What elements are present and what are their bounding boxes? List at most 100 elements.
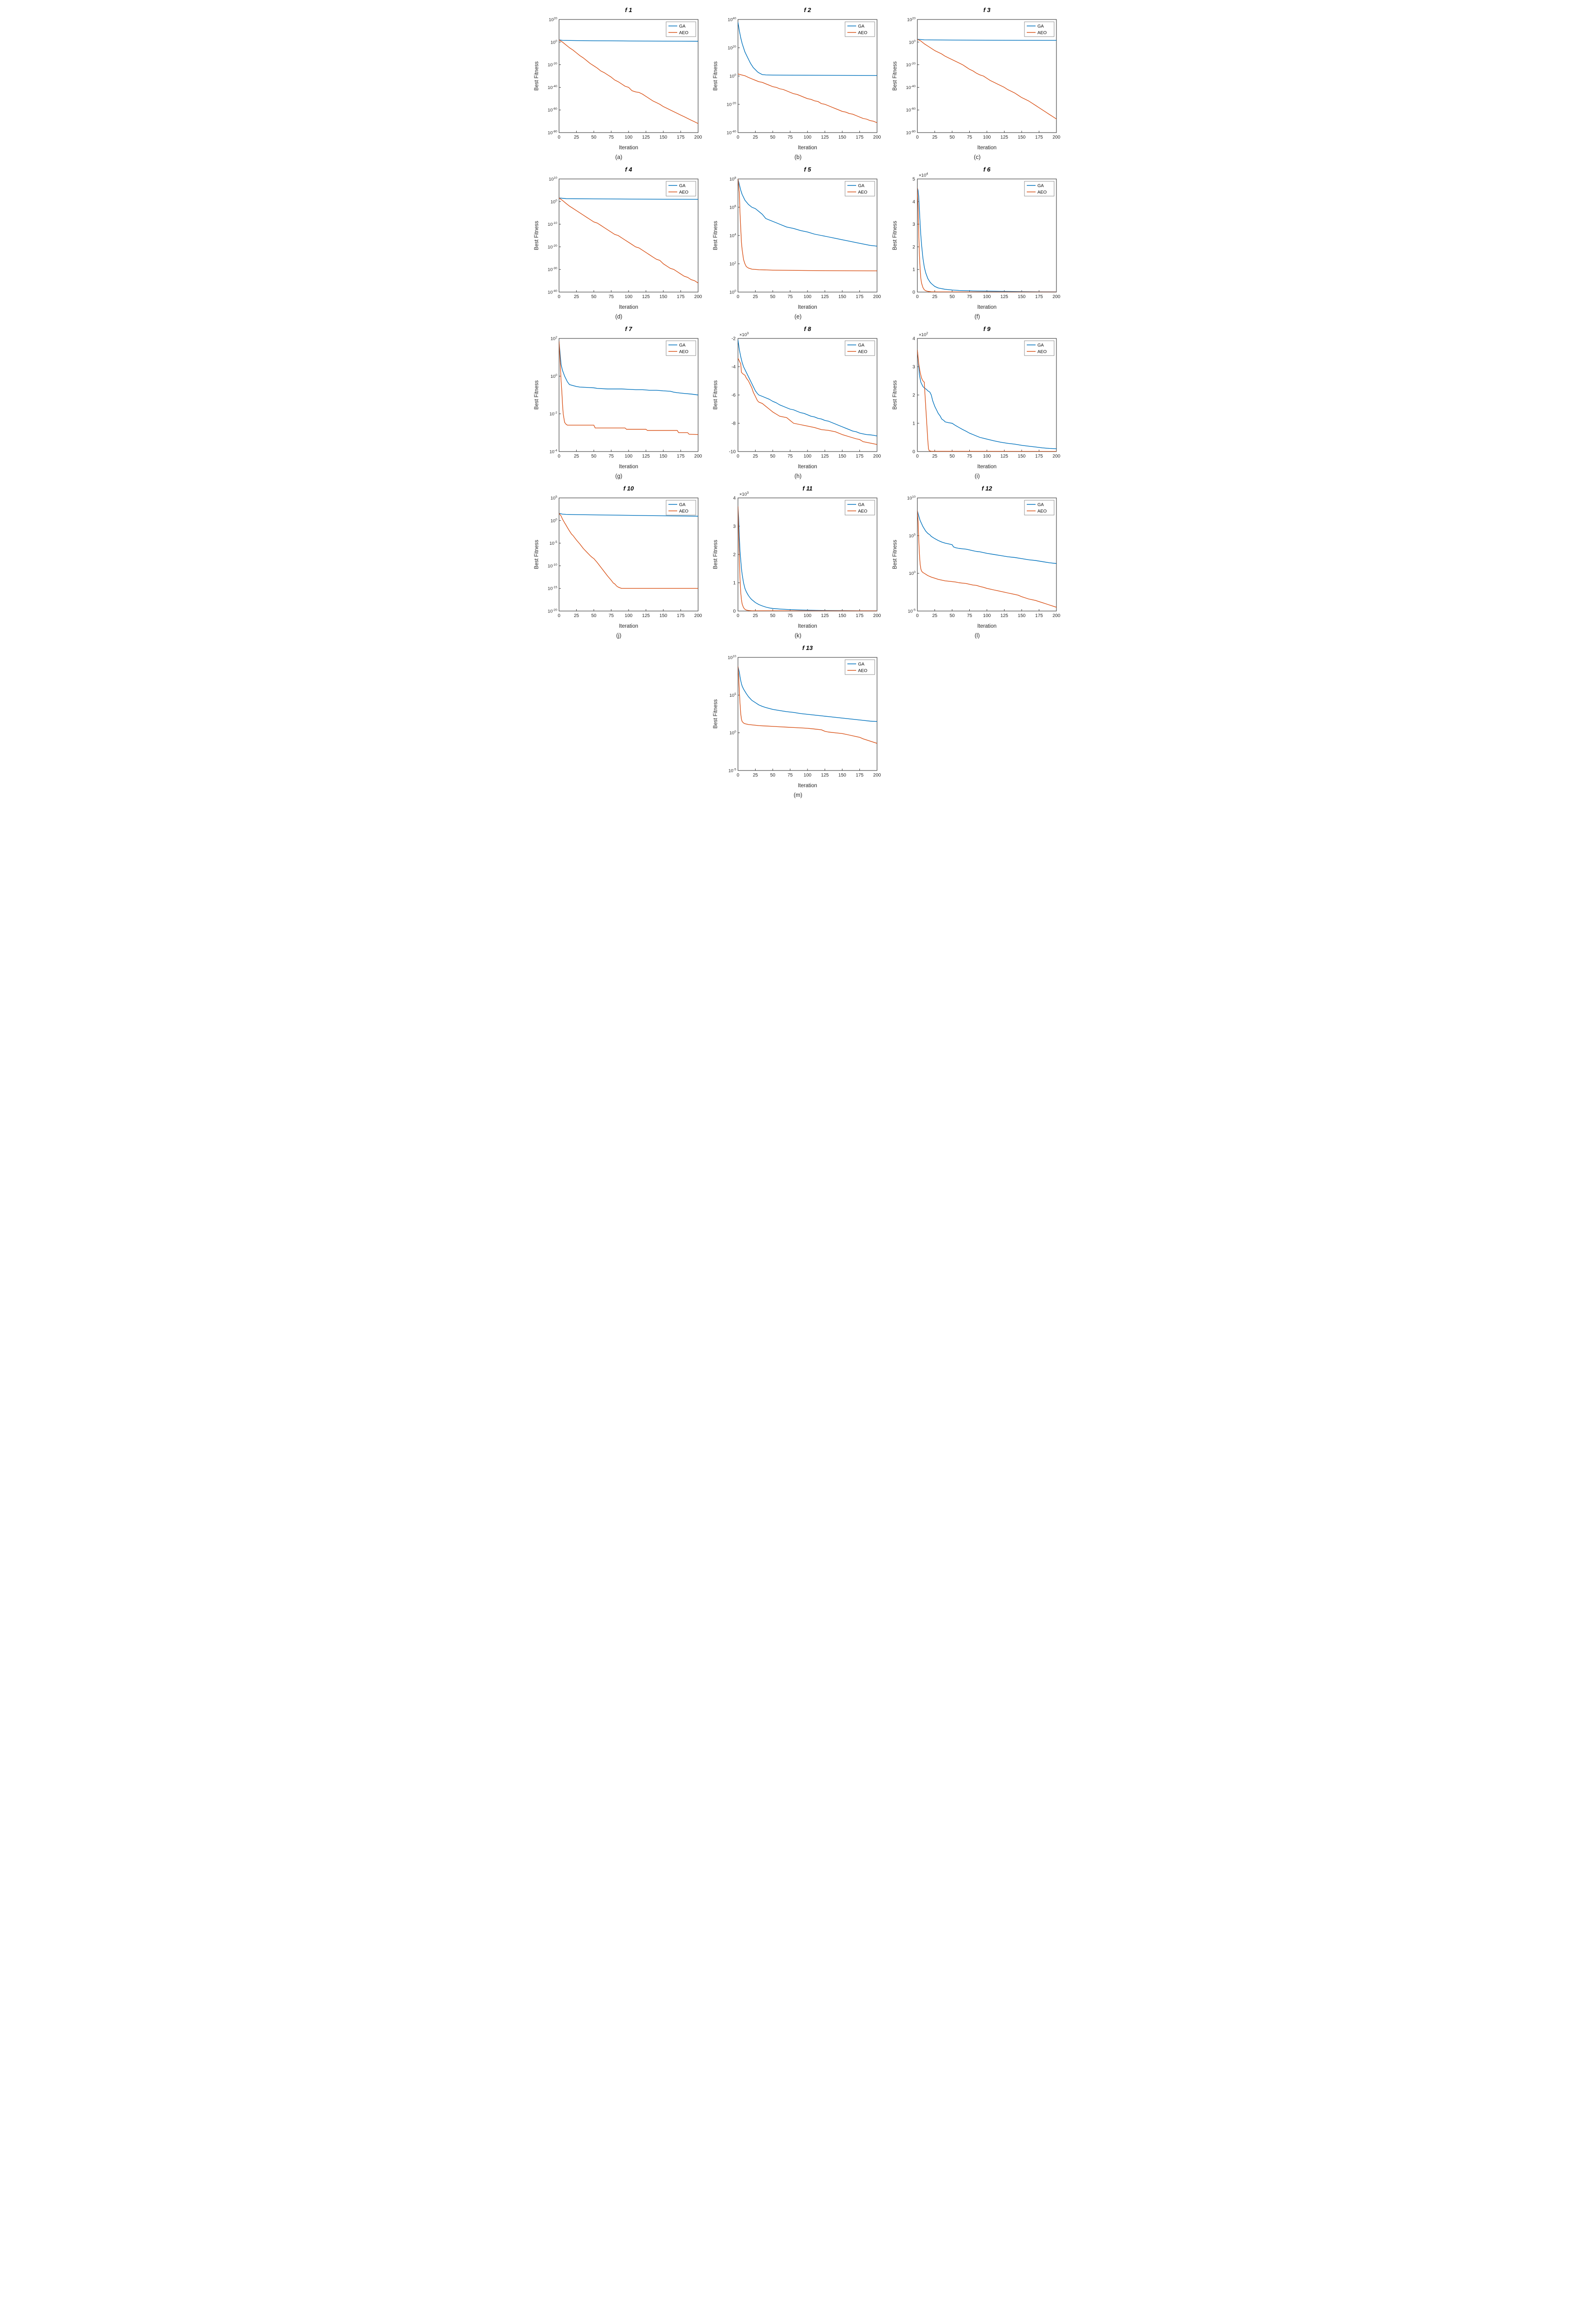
chart-title: f 13 xyxy=(802,644,813,651)
x-tick-label: 125 xyxy=(642,135,650,140)
y-tick-label: 100 xyxy=(730,730,737,736)
chart-cell-f9: 0 25 50 75 100 125 150 175 200 0 1 2 3 4 ×102 f 9 Iterat… xyxy=(888,324,1067,479)
y-axis-label: Best Fitness xyxy=(534,380,540,410)
y-tick-label: 100 xyxy=(550,199,557,204)
x-tick-label: 25 xyxy=(574,294,579,299)
y-axis-label: Best Fitness xyxy=(713,540,719,569)
chart-canvas: 0 25 50 75 100 125 150 175 200 100 102 104 106 108 f 5… xyxy=(713,166,881,310)
plot-box xyxy=(917,178,1057,293)
y-tick-label: -10 xyxy=(729,450,736,455)
chart-caption: (g) xyxy=(615,473,623,479)
x-tick-label: 0 xyxy=(558,135,560,140)
series-group xyxy=(917,349,1057,452)
y-axis-label: Best Fitness xyxy=(713,61,719,91)
legend-box xyxy=(666,340,696,356)
x-tick-label: 50 xyxy=(770,294,776,299)
plot-box xyxy=(917,497,1057,611)
x-tick-label: 150 xyxy=(839,773,846,778)
series-line-ga xyxy=(917,510,1057,564)
x-tick-label: 25 xyxy=(753,613,758,618)
x-tick-label: 100 xyxy=(983,613,991,618)
y-tick-label: 10-4 xyxy=(549,449,557,455)
chart-title: f 1 xyxy=(625,6,632,13)
y-tick-label: 105 xyxy=(550,496,557,501)
y-tick-label: 10-40 xyxy=(906,85,916,90)
x-tick-label: 175 xyxy=(677,294,685,299)
x-tick-label: 150 xyxy=(1018,613,1026,618)
x-tick-label: 25 xyxy=(932,294,938,299)
y-tick-label: 10-20 xyxy=(727,102,737,108)
x-axis-label: Iteration xyxy=(977,305,997,310)
x-tick-label: 75 xyxy=(967,454,973,459)
legend-box xyxy=(845,21,875,37)
x-tick-label: 50 xyxy=(770,135,776,140)
chart-caption: (h) xyxy=(794,473,802,479)
y-tick-label: 1 xyxy=(913,421,916,427)
x-tick-label: 125 xyxy=(642,613,650,618)
y-tick-label: 10-40 xyxy=(727,130,737,136)
series-line-ga xyxy=(738,666,877,722)
legend-label-aeo: AEO xyxy=(858,509,867,514)
x-tick-label: 125 xyxy=(821,773,829,778)
x-tick-label: 50 xyxy=(591,454,597,459)
x-tick-label: 200 xyxy=(873,135,881,140)
x-tick-label: 150 xyxy=(1018,135,1026,140)
x-tick-label: 200 xyxy=(1053,135,1061,140)
x-axis-label: Iteration xyxy=(619,624,638,629)
plot-box xyxy=(559,178,699,293)
chart-title: f 6 xyxy=(984,166,991,173)
y-axis-label: Best Fitness xyxy=(534,540,540,569)
x-tick-label: 125 xyxy=(821,135,829,140)
y-axis-label: Best Fitness xyxy=(892,61,898,91)
x-tick-label: 50 xyxy=(770,773,776,778)
x-tick-label: 0 xyxy=(737,454,740,459)
series-group xyxy=(738,666,877,744)
x-tick-label: 150 xyxy=(659,613,667,618)
series-line-aeo xyxy=(559,513,698,589)
chart-canvas: 0 25 50 75 100 125 150 175 200 10-40 10-30 10-20 10-… xyxy=(534,166,702,310)
legend-box xyxy=(1024,181,1055,197)
y-tick-label: 10-20 xyxy=(547,244,557,250)
chart-title: f 5 xyxy=(804,166,812,173)
y-tick-label: 104 xyxy=(730,233,737,239)
y-tick-label: 1 xyxy=(913,267,916,273)
x-tick-label: 100 xyxy=(624,454,632,459)
x-tick-label: 75 xyxy=(788,135,793,140)
x-tick-label: 0 xyxy=(737,135,740,140)
legend-label-ga: GA xyxy=(679,184,686,189)
legend-label-aeo: AEO xyxy=(1037,31,1047,36)
x-tick-label: 150 xyxy=(659,454,667,459)
y-tick-label: 10-40 xyxy=(547,290,557,295)
x-tick-label: 150 xyxy=(839,613,846,618)
series-line-ga xyxy=(738,339,877,437)
y-tick-label: 102 xyxy=(730,261,737,267)
x-tick-label: 25 xyxy=(574,135,579,140)
chart-title: f 2 xyxy=(804,6,812,13)
y-tick-label: 2 xyxy=(733,553,736,558)
legend-box xyxy=(845,340,875,356)
chart-cell-f1: 0 25 50 75 100 125 150 175 200 10-80 10-60 10-40 10-… xyxy=(529,5,709,160)
chart-caption: (e) xyxy=(794,313,802,320)
y-tick-label: -6 xyxy=(732,393,736,398)
chart-title: f 8 xyxy=(804,325,812,332)
chart-cell-f8: 0 25 50 75 100 125 150 175 200 -10 -8 -6 -4 -2 ×103 f 8… xyxy=(708,324,888,479)
series-group xyxy=(559,341,698,435)
legend-label-aeo: AEO xyxy=(679,509,688,514)
y-tick-label: 0 xyxy=(913,290,916,295)
figure-grid: 0 25 50 75 100 125 150 175 200 10-80 10-60 10-40 10-… xyxy=(529,5,1067,798)
x-tick-label: 175 xyxy=(856,613,864,618)
chart-cell-f6: 0 25 50 75 100 125 150 175 200 0 1 2 3 4 5 ×104 f 6 Itera… xyxy=(888,164,1067,320)
x-tick-label: 50 xyxy=(950,294,955,299)
x-tick-label: 50 xyxy=(950,613,955,618)
x-tick-label: 25 xyxy=(753,294,758,299)
series-line-aeo xyxy=(738,506,877,611)
plot-box xyxy=(738,657,877,771)
series-line-ga xyxy=(559,197,698,200)
x-axis-label: Iteration xyxy=(798,783,818,789)
y-axis-multiplier: ×102 xyxy=(919,332,928,338)
legend-label-ga: GA xyxy=(1037,343,1044,348)
plot-box xyxy=(559,497,699,611)
legend-box xyxy=(1024,21,1055,37)
